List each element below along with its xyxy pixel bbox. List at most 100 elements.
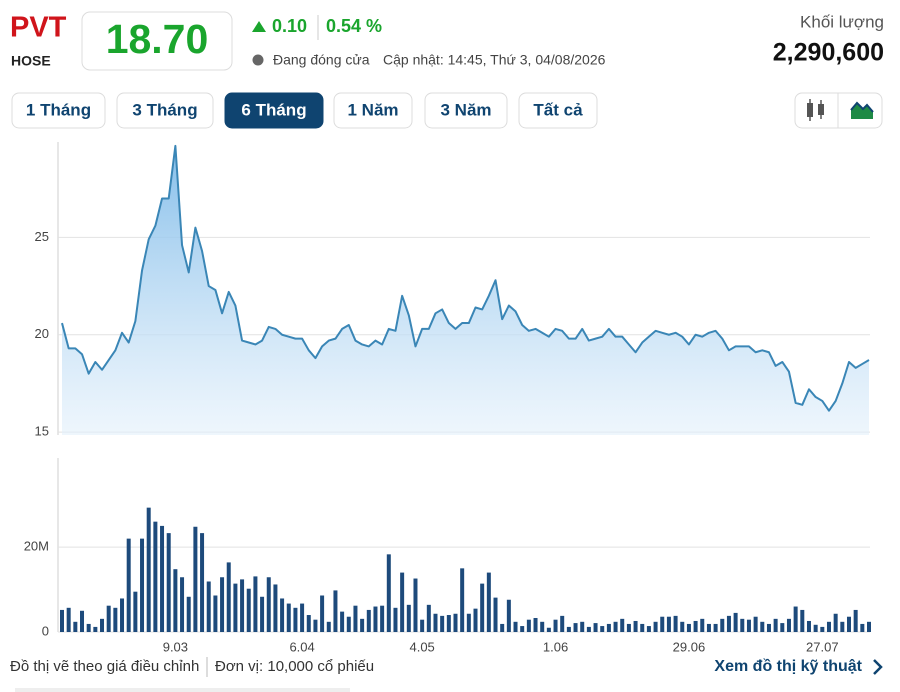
range-button[interactable]: 3 Tháng — [116, 92, 214, 129]
button-frame[interactable] — [518, 92, 598, 129]
candle-icon[interactable] — [807, 99, 824, 121]
volume-bar — [86, 623, 91, 632]
volume-bar — [73, 621, 78, 632]
volume-bar — [713, 623, 718, 632]
range-button[interactable]: Tất cả — [518, 92, 598, 129]
volume-bar — [333, 590, 338, 632]
volume-bar — [866, 621, 872, 632]
technical-link[interactable]: Xem đồ thị kỹ thuật — [714, 658, 883, 675]
button-label[interactable]: 6 Tháng — [241, 100, 306, 119]
button-label[interactable]: 3 Năm — [440, 100, 491, 119]
volume-bar — [353, 605, 358, 632]
exchange: HOSE — [11, 53, 51, 69]
volume-bar — [186, 596, 191, 632]
volume-bar — [320, 595, 325, 632]
volume-bar — [273, 584, 278, 632]
volume-bar — [760, 621, 765, 632]
volume-bar — [433, 613, 438, 632]
volume-bar — [246, 588, 251, 632]
button-frame[interactable] — [11, 92, 106, 129]
updated: Cập nhật: 14:45, Thứ 3, 04/08/2026 — [383, 52, 606, 68]
volume-bar — [326, 621, 331, 632]
volume-bar — [380, 605, 385, 632]
volume-bar — [526, 619, 531, 632]
y-tick-label: 0 — [42, 623, 49, 638]
link-text[interactable]: Xem đồ thị kỹ thuật — [714, 658, 862, 675]
status: Đang đóng cửa — [273, 52, 370, 68]
volume-bar — [580, 621, 585, 632]
volume-bar — [846, 616, 851, 632]
volume-bar — [840, 621, 845, 632]
volume-bar — [480, 583, 485, 632]
symbol: PVT — [10, 12, 67, 44]
button-frame[interactable] — [116, 92, 214, 129]
volume-bar — [560, 615, 565, 632]
volume-bar — [293, 607, 298, 632]
volume-bar — [700, 618, 705, 632]
volume-bar — [593, 623, 598, 632]
volume-bar — [59, 609, 65, 632]
volume-bar — [800, 609, 805, 632]
volume-bar — [633, 620, 638, 632]
volume-bar — [640, 623, 645, 632]
volume-bar — [793, 606, 798, 632]
volume-bar — [620, 618, 625, 632]
x-tick-label: 29.06 — [673, 639, 706, 654]
button-label[interactable]: Tất cả — [533, 100, 583, 119]
volume-bar — [280, 598, 285, 632]
volume-bar — [453, 613, 458, 632]
chevron — [873, 659, 883, 675]
price-line — [61, 144, 870, 412]
button-frame[interactable] — [333, 92, 413, 129]
volume-bar — [500, 623, 505, 632]
volume-bar — [553, 619, 558, 632]
volume-bar — [753, 616, 758, 632]
volume-bar — [493, 597, 498, 632]
button-label[interactable]: 1 Năm — [347, 100, 398, 119]
volume-bar — [773, 618, 778, 632]
volume-bar — [413, 578, 418, 632]
volume-bar — [126, 538, 131, 632]
volume-bar — [726, 615, 731, 632]
button-label[interactable]: 3 Tháng — [132, 100, 197, 119]
volume-bar — [80, 610, 85, 632]
volume-bar — [820, 626, 825, 632]
volume-bar — [626, 623, 631, 632]
volume-bar — [693, 620, 698, 632]
volume-bar — [393, 607, 398, 632]
volume-bar — [680, 621, 685, 632]
volume-bar — [720, 618, 725, 632]
y-tick-label: 25 — [35, 229, 49, 244]
button-frame[interactable] — [224, 92, 324, 129]
volume-bar — [826, 621, 831, 632]
volume-bar — [420, 619, 425, 632]
volume-bar — [260, 596, 265, 632]
button-label[interactable]: 1 Tháng — [26, 100, 91, 119]
volume-bar — [93, 626, 98, 632]
range-button[interactable]: 1 Năm — [333, 92, 413, 129]
volume-bar — [306, 615, 311, 632]
range-button[interactable]: 6 Tháng — [224, 92, 324, 129]
volume-bar — [233, 583, 238, 632]
volume-bar — [506, 599, 511, 632]
range-button[interactable]: 3 Năm — [424, 92, 508, 129]
volume-bar — [486, 572, 491, 632]
volume-bar — [213, 595, 218, 632]
volume-bar — [366, 609, 371, 632]
volume-bar — [460, 568, 465, 632]
volume-bar — [706, 623, 711, 632]
area-icon[interactable] — [850, 101, 874, 119]
volume-bar — [606, 623, 611, 632]
range-buttons: 1 Tháng 3 Tháng 6 Tháng 1 Năm 3 Năm Tất cả — [11, 92, 598, 129]
volume-bar — [100, 618, 105, 632]
volume-bar — [360, 618, 365, 632]
button-frame[interactable] — [424, 92, 508, 129]
range-button[interactable]: 1 Tháng — [11, 92, 106, 129]
volume-bar — [200, 533, 205, 632]
volume-bar — [406, 604, 411, 632]
volume-bar — [513, 621, 518, 632]
volume-bar — [313, 619, 318, 632]
scroll-edge — [15, 688, 350, 692]
volume-bar — [646, 626, 651, 632]
